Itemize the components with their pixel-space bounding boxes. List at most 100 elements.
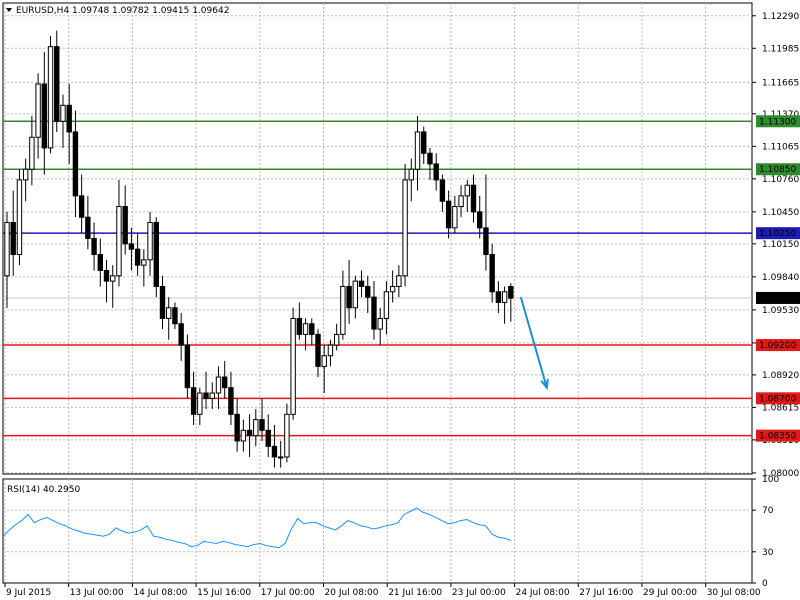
x-tick-label: 14 Jul 08:00 <box>133 588 187 598</box>
candle-bear <box>365 285 371 298</box>
candle-bull <box>209 392 215 399</box>
candle-bull <box>377 317 383 330</box>
y-tick-label: 1.11065 <box>762 142 799 152</box>
candle-bear <box>153 222 159 287</box>
candle-bear <box>259 419 265 431</box>
candle-bear <box>346 285 352 309</box>
level-tag <box>756 429 800 442</box>
ohlc-readout: EURUSD,H4 1.09748 1.09782 1.09415 1.0964… <box>16 6 229 16</box>
level-tag-label: 1.09200 <box>759 341 796 351</box>
x-tick-label: 20 Jul 08:00 <box>325 588 379 598</box>
candle-bull <box>452 206 458 229</box>
candle-bull <box>22 168 29 181</box>
rsi-y-tick-label: 30 <box>762 548 774 558</box>
y-tick-label: 1.10450 <box>762 208 799 218</box>
candle-bear <box>184 344 191 389</box>
x-tick-label: 9 Jul 2015 <box>6 588 51 598</box>
candle-bull <box>110 275 116 282</box>
y-tick-label: 1.11665 <box>762 78 799 88</box>
candle-bull <box>277 456 284 459</box>
dropdown-triangle-icon[interactable] <box>6 8 12 12</box>
candle-bull <box>16 179 23 255</box>
candle-bear <box>178 323 184 346</box>
candle-bear <box>85 216 91 240</box>
candle-bull <box>340 285 346 335</box>
candle-bear <box>103 269 110 282</box>
candle-bear <box>203 392 209 399</box>
y-tick-label: 1.10760 <box>762 175 799 185</box>
rsi-line <box>2 507 511 549</box>
candle-bear <box>172 307 178 325</box>
candle-bear <box>495 291 502 303</box>
candle-bear <box>315 333 321 367</box>
candle-bull <box>47 46 54 149</box>
x-tick-label: 21 Jul 16:00 <box>388 588 442 598</box>
level-tag-label: 1.08700 <box>759 394 796 404</box>
level-tag <box>756 392 800 405</box>
level-tag-label: 1.10250 <box>759 229 796 239</box>
y-tick-label: 1.08000 <box>762 469 799 479</box>
candle-bear <box>190 387 197 415</box>
candle-bear <box>427 152 433 165</box>
x-tick-label: 24 Jul 08:00 <box>516 588 570 598</box>
candle-bear <box>358 280 365 287</box>
level-tag-label: 1.11300 <box>759 117 796 127</box>
candle-bear <box>477 211 483 229</box>
candle-bear <box>66 104 72 133</box>
y-tick-label: 1.09840 <box>762 273 799 283</box>
candle-bull <box>327 344 334 357</box>
candle-bear <box>97 253 103 271</box>
candle-bull <box>396 275 402 287</box>
rsi-plot-frame <box>2 478 753 584</box>
candle-bull <box>166 307 172 319</box>
level-tag-label: 1.08350 <box>759 432 796 442</box>
level-tag <box>756 163 800 176</box>
candle-bear <box>433 163 439 181</box>
candle-bull <box>290 317 296 415</box>
candle-bear <box>483 227 489 255</box>
candle-bear <box>470 184 477 213</box>
rsi-title: RSI(14) 40.2950 <box>7 485 80 495</box>
y-tick-label: 1.11370 <box>762 110 799 120</box>
candle-bull <box>35 83 41 138</box>
candle-bull <box>240 429 247 442</box>
candle-bear <box>371 296 377 330</box>
candle-bull <box>414 131 421 170</box>
x-tick-label: 27 Jul 16:00 <box>579 588 633 598</box>
candle-bear <box>309 323 315 335</box>
candle-bear <box>122 206 128 245</box>
candle-bear <box>222 376 228 389</box>
level-tag <box>756 115 800 128</box>
candle-bull <box>60 104 66 122</box>
candle-bull <box>408 168 415 181</box>
candle-bull <box>147 222 153 261</box>
candle-bull <box>389 285 396 293</box>
y-tick-label: 1.11985 <box>762 44 799 54</box>
candle-bull <box>333 333 340 346</box>
level-tag <box>756 339 800 352</box>
candle-bear <box>159 285 166 319</box>
y-tick-label: 1.12290 <box>762 12 799 22</box>
level-tag <box>756 227 800 240</box>
candle-bear <box>10 222 16 255</box>
x-tick-label: 30 Jul 08:00 <box>707 588 761 598</box>
rsi-y-tick-label: 70 <box>762 506 774 516</box>
candle-bull <box>383 291 390 319</box>
x-tick-label: 23 Jul 00:00 <box>452 588 506 598</box>
candle-bear <box>41 83 48 149</box>
candle-bear <box>508 285 514 299</box>
x-tick-label: 13 Jul 00:00 <box>70 588 124 598</box>
candle-bull <box>321 355 327 367</box>
x-tick-label: 15 Jul 16:00 <box>197 588 251 598</box>
candle-bull <box>253 419 259 437</box>
y-tick-label: 1.08920 <box>762 371 799 381</box>
projection-arrow <box>519 296 548 388</box>
y-tick-label: 1.09530 <box>762 306 799 316</box>
candle-bear <box>271 445 278 458</box>
level-tag-label: 1.10850 <box>759 165 796 175</box>
candle-bear <box>54 46 60 122</box>
candle-bear <box>439 179 446 202</box>
candle-bull <box>352 280 359 309</box>
